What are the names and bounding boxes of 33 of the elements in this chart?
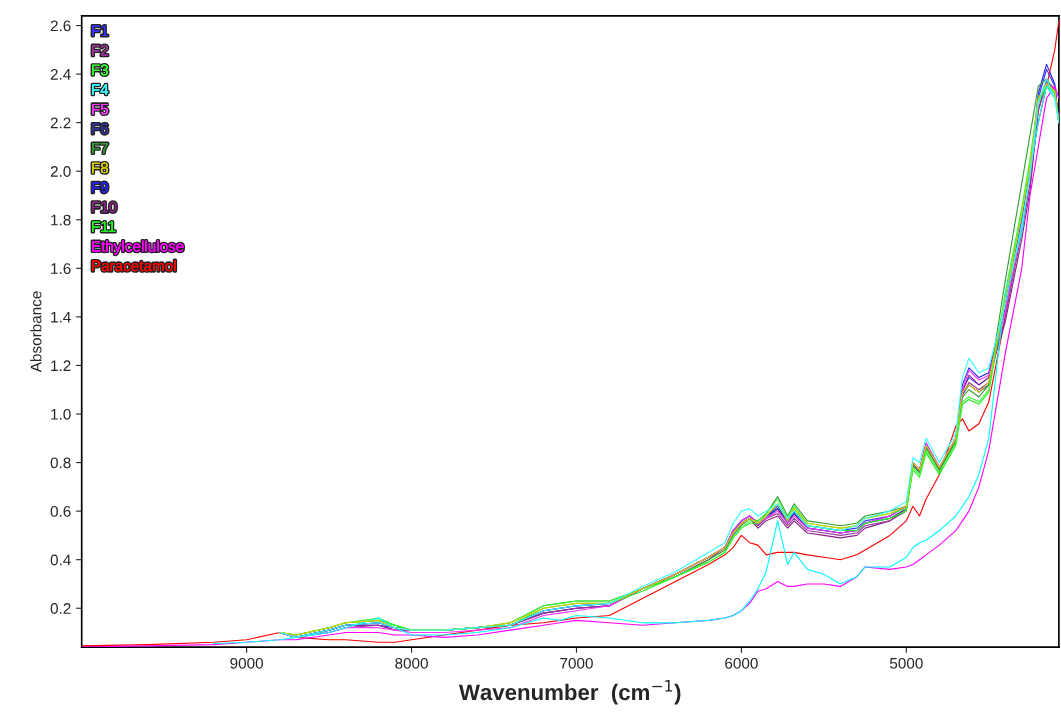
text: F7 xyxy=(92,143,108,154)
y-tick-label: 2.0 xyxy=(50,166,71,177)
x-tick-label: 6000 xyxy=(725,657,758,669)
text: F5 xyxy=(92,103,109,115)
y-tick-label: 0.4 xyxy=(50,554,71,566)
x-tick-label: 9000 xyxy=(230,657,264,669)
y-tick-label: 1.8 xyxy=(51,214,71,226)
text: F3 xyxy=(92,64,109,76)
y-tick-label: 1.4 xyxy=(51,311,71,323)
text: F11 xyxy=(92,221,116,232)
y-tick-label: 0.6 xyxy=(50,506,71,517)
x-tick-label: 7000 xyxy=(560,657,593,669)
text: F9 xyxy=(92,182,108,193)
x-axis-title: Wavenumber (cm$^{−1}$) xyxy=(458,680,681,705)
y-tick-label: 0.8 xyxy=(50,457,71,469)
text: Ethylcellulose xyxy=(92,240,184,255)
y-tick-label: 1.0 xyxy=(51,408,71,420)
y-tick-label: 0.2 xyxy=(50,603,71,614)
y-tick-label: 1.6 xyxy=(51,263,71,275)
text: F2 xyxy=(92,44,108,56)
text: F4 xyxy=(92,84,109,95)
x-tick-label: 8000 xyxy=(395,657,428,669)
x-tick-label: 5000 xyxy=(889,657,923,669)
y-tick-label: 2.6 xyxy=(50,20,71,32)
text: F6 xyxy=(92,123,109,135)
text: F10 xyxy=(92,201,117,213)
y-tick-label: 2.2 xyxy=(50,117,71,129)
y-axis-title: Absorbance xyxy=(30,291,42,373)
text: F8 xyxy=(92,162,109,174)
y-tick-label: 1.2 xyxy=(51,360,71,371)
y-tick-label: 2.4 xyxy=(50,68,71,80)
text: F1 xyxy=(92,25,108,37)
text: Paracetamol xyxy=(92,260,176,272)
